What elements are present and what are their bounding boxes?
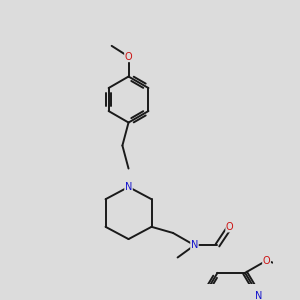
Text: O: O	[125, 52, 132, 61]
Text: N: N	[191, 240, 198, 250]
Text: O: O	[226, 222, 234, 232]
Text: N: N	[255, 291, 262, 300]
Text: N: N	[125, 182, 132, 192]
Text: O: O	[263, 256, 270, 266]
